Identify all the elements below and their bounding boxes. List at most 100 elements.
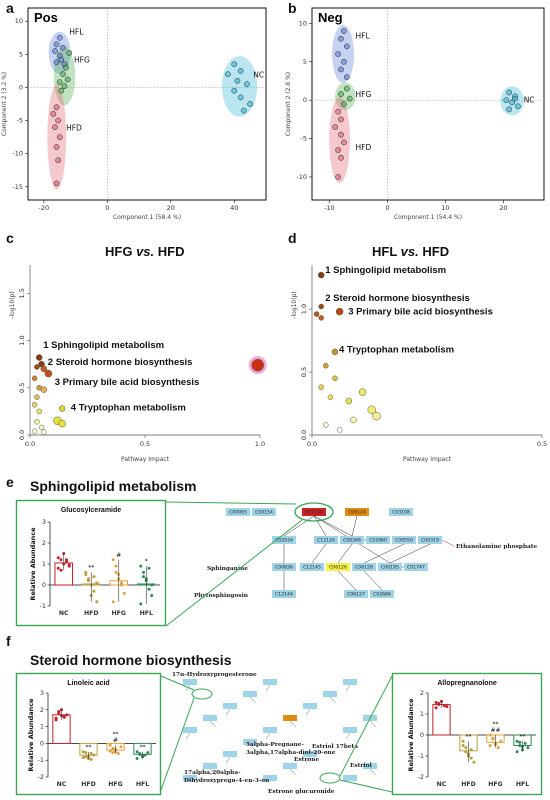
x-tick-label: 10 — [441, 204, 449, 212]
x-tick-label: HFL — [516, 781, 529, 788]
ethanolamine-pointer — [441, 539, 455, 547]
y-tick-label: 1.5 — [18, 288, 26, 298]
point-hfl — [56, 34, 63, 41]
x-tick-label: NC — [57, 781, 67, 788]
point-hfd — [338, 116, 344, 123]
point-nc — [506, 106, 513, 113]
pathway-point — [36, 408, 42, 415]
pathway-hfl-title: HFL vs. HFD — [372, 244, 450, 259]
x-tick-label: 0 — [105, 204, 109, 212]
bar-point-hfl — [515, 739, 519, 743]
pca-pos-chart: -20 0 20 40 10 5 0 -5 -10 -15 Component 1 (58.4 %)… — [1, 7, 267, 221]
network-edge — [305, 756, 311, 764]
bar-point-hfg — [491, 736, 495, 740]
pathway-label-4: 4 Tryptophan metabolism — [339, 344, 454, 355]
bar-point-hfl — [142, 570, 145, 574]
bar-point-hfl — [135, 757, 139, 761]
pathway-hfl-chart: 0.0 0.5 0.0 0.5 1.0 Pathway Impact -log10(p) 1 … — [291, 265, 547, 463]
network-edge — [249, 744, 257, 752]
y-tick-label: -10 — [12, 150, 23, 158]
pathway-point — [34, 394, 40, 400]
bar-point-hfd — [469, 748, 473, 752]
pathway-point — [31, 375, 38, 382]
group-label-nc: NC — [253, 71, 264, 80]
bar-point-hfg — [108, 743, 112, 747]
point-nc — [237, 68, 244, 74]
label-phytosphingosin: Phytosphingosin — [194, 593, 249, 599]
x-axis-label: Component 1 (54.4 %) — [394, 214, 462, 221]
point-nc — [515, 103, 521, 110]
plot-frame — [27, 7, 267, 201]
bar-point-hfd — [81, 750, 85, 754]
pathway-point — [313, 311, 320, 317]
network-edge — [185, 684, 191, 692]
node-label-c02960: C02960 — [369, 538, 387, 544]
x-axis-label: Component 1 (58.4 %) — [113, 214, 181, 221]
point-nc — [237, 94, 244, 101]
panel-letter-c: c — [6, 230, 14, 246]
steroid-node-4 — [323, 691, 337, 697]
x-tick-label: 0.0 — [307, 440, 317, 448]
y-tick-label: 0 — [40, 739, 44, 747]
y-axis-label: Relative Abundance — [29, 527, 37, 601]
y-tick-label: 1 — [40, 723, 44, 731]
sig-mark-hfd: ** — [88, 564, 94, 571]
steroid-node-19 — [183, 775, 197, 781]
bar-point-hfd — [84, 755, 88, 759]
group-label-hfg: HFG — [74, 55, 90, 64]
point-hfd — [341, 139, 347, 146]
point-hfg — [346, 95, 353, 102]
y-tick-label: -1 — [418, 752, 424, 760]
y-tick-label: -15 — [12, 183, 23, 191]
label-estriol: Estriol — [350, 763, 372, 769]
label-sphinganine: Sphinganine — [207, 566, 248, 572]
point-nc — [231, 61, 238, 68]
label-estrone-glucuronide: Estrone glucuronide — [268, 789, 335, 795]
group-label-hfd: HFD — [66, 123, 82, 132]
group-label-hfg: HFG — [356, 90, 372, 99]
bar-chart-title: Allopregnanolone — [437, 680, 497, 687]
bar-point-hfg — [119, 745, 123, 749]
y-tick-label: 10 — [299, 19, 307, 27]
point-hfd — [335, 147, 341, 153]
steroid-node-2 — [343, 679, 357, 685]
network-edge — [225, 756, 231, 764]
bar-point-hfd — [461, 744, 465, 747]
steroid-network: 17α-Hydroxyprogesterone Estriol 17beta Est… — [160, 672, 393, 795]
y-axis-label: -log10(p) — [9, 291, 16, 318]
point-hfl — [341, 58, 347, 65]
y-tick-label: -2 — [418, 773, 424, 781]
pathway-label-1: 1 Sphingolipid metabolism — [325, 265, 446, 276]
pathway-point — [367, 405, 377, 415]
point-hfg — [61, 83, 68, 89]
connector-right-bottom — [339, 779, 393, 793]
group-label-hfd: HFD — [356, 143, 372, 152]
pathway-point — [358, 388, 367, 396]
steroid-node-18 — [363, 763, 377, 769]
ellipse-hfd — [47, 84, 67, 190]
bar-point-hfd — [87, 579, 90, 583]
bar-point-hfd — [469, 756, 473, 760]
y-tick-label: 0.0 — [18, 430, 26, 440]
network-edge — [369, 720, 377, 728]
bar-point-hfg — [114, 570, 118, 574]
network-edge — [351, 515, 358, 537]
network-edge — [345, 684, 351, 692]
pathway-point — [350, 416, 357, 424]
network-edge — [363, 570, 383, 591]
node-c00319 — [418, 536, 442, 544]
node-c00195 — [378, 563, 402, 571]
pca-title: Pos — [34, 10, 58, 25]
node-c06127 — [344, 590, 368, 598]
bar-point-nc — [56, 556, 60, 560]
steroid-node-1 — [263, 679, 277, 685]
y-axis-label: Relative Abundance — [27, 698, 35, 772]
point-hfd — [53, 180, 60, 187]
bar-point-nc — [65, 558, 68, 562]
sphingolipid-network: C00065 C00154 C01190 C06124 C03108 C02934 C121… — [165, 501, 537, 627]
y-tick-label: 0 — [303, 96, 307, 104]
bar-point-hfg — [122, 591, 126, 595]
bar-point-hfd — [461, 739, 465, 743]
bar-point-nc — [54, 718, 58, 722]
bar-point-hfl — [139, 602, 143, 606]
